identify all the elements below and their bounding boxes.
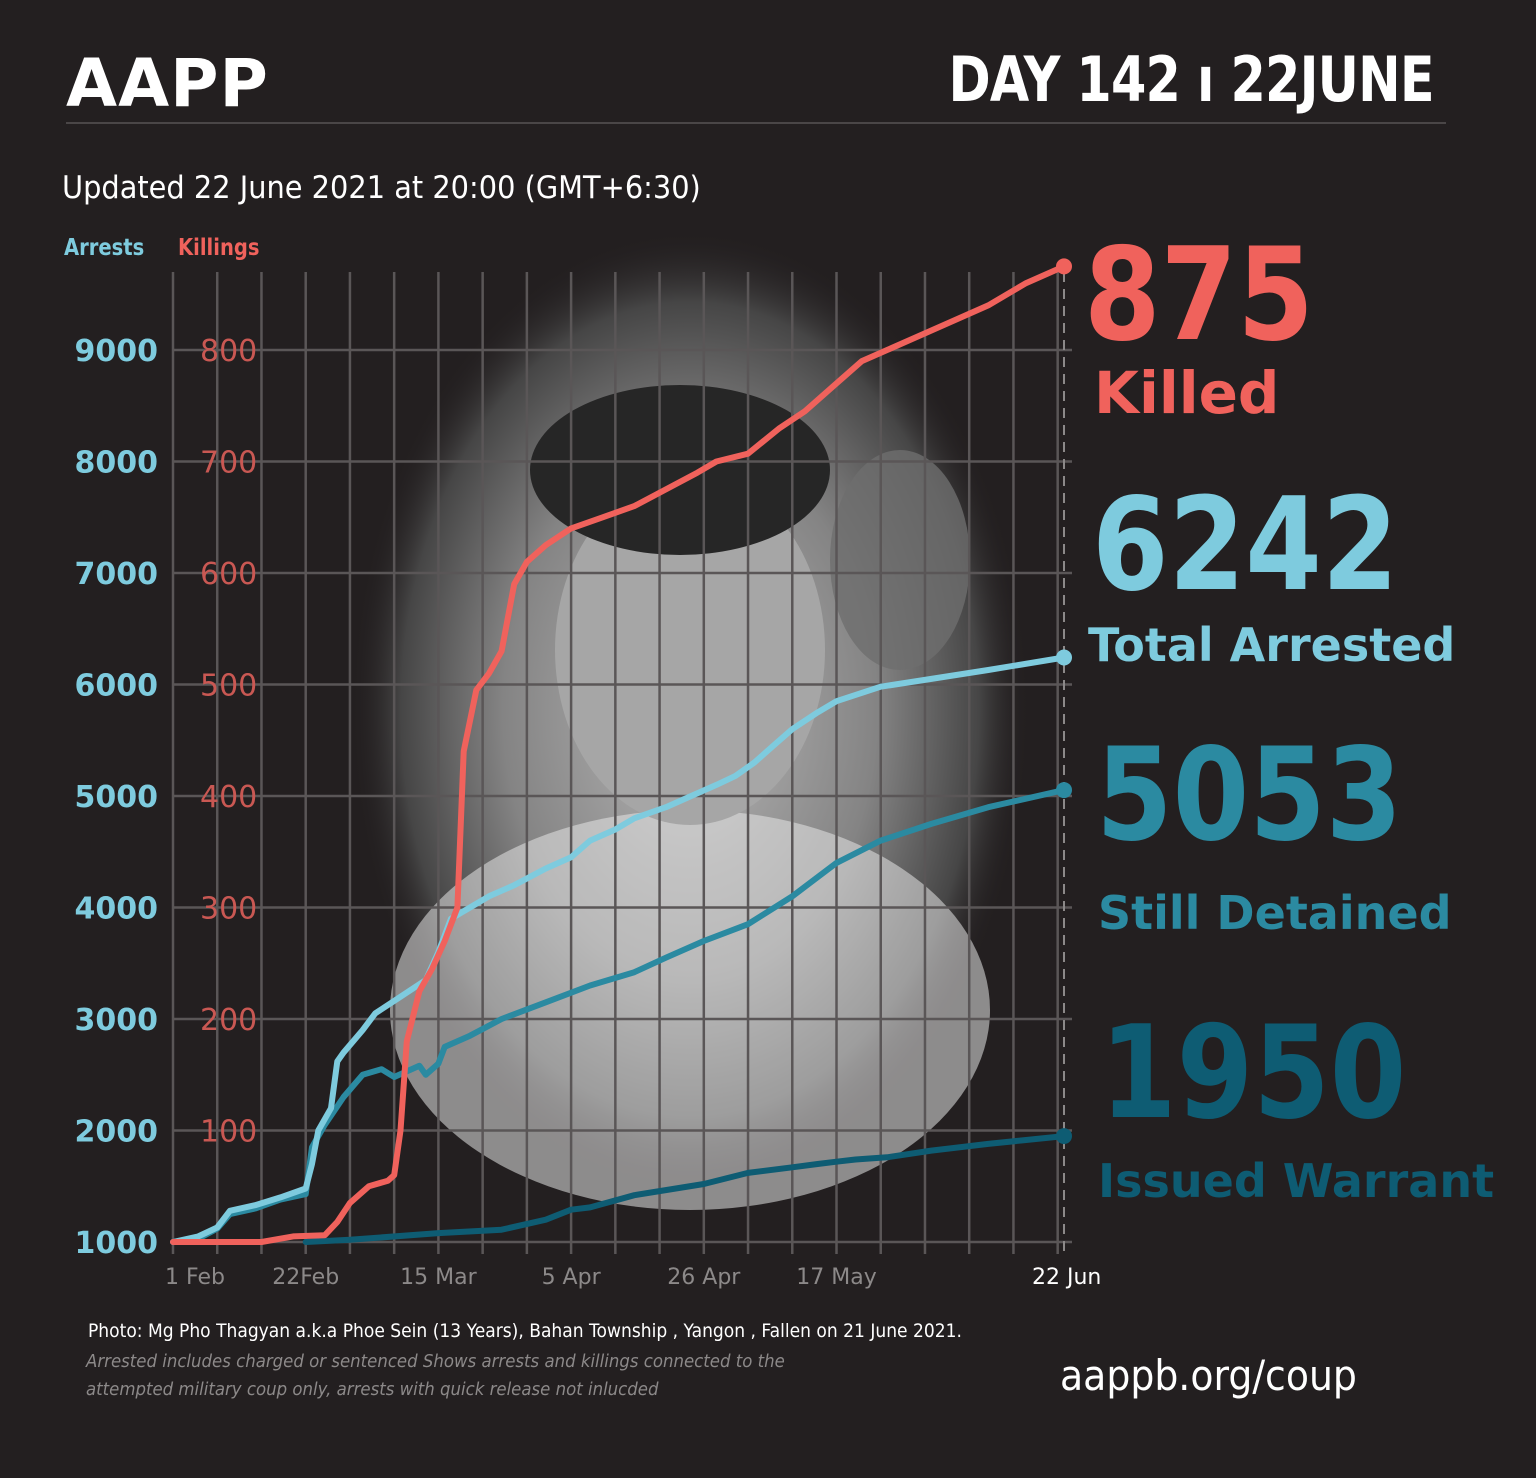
photo-face — [555, 475, 825, 825]
arrests-tick-label: 9000 — [75, 334, 159, 369]
photo-credit: Photo: Mg Pho Thagyan a.k.a Phoe Sein (1… — [88, 1320, 962, 1342]
killings-tick-label: 100 — [200, 1115, 257, 1150]
killings-tick-label: 700 — [200, 446, 257, 481]
killed-label: Killed — [1094, 359, 1280, 427]
killings-tick-label: 500 — [200, 669, 257, 704]
killings-tick-label: 300 — [200, 892, 257, 927]
series-endpoint-killed — [1056, 258, 1072, 275]
x-tick-label: 22 Jun — [1032, 1265, 1101, 1290]
updated-timestamp: Updated 22 June 2021 at 20:00 (GMT+6:30) — [62, 170, 701, 206]
series-line-issued-warrant — [302, 1133, 1067, 1245]
chart-ticks: 1000 2000 3000 4000 5000 6000 7000 8000 9000 100 2… — [75, 334, 1102, 1290]
header-divider — [66, 122, 1446, 124]
arrests-tick-label: 1000 — [75, 1226, 159, 1261]
series-endpoint-issued-warrant — [1056, 1128, 1072, 1145]
x-tick-label: 1 Feb — [165, 1265, 225, 1290]
series-endpoint-still-detained — [1056, 782, 1072, 799]
series-line-killed — [170, 263, 1067, 1245]
killings-tick-label: 800 — [200, 334, 257, 369]
memorial-photo — [350, 230, 1030, 1210]
x-tick-label: 5 Apr — [542, 1265, 602, 1290]
x-tick-label: 22Feb — [272, 1265, 339, 1290]
detained-label: Still Detained — [1098, 886, 1452, 940]
brand-logo: AAPP — [66, 45, 269, 122]
killings-tick-label: 600 — [200, 557, 257, 592]
photo-bg-person — [830, 450, 970, 670]
killings-tick-label: 400 — [200, 780, 257, 815]
photo-shirt — [390, 810, 990, 1210]
killings-axis-label: Killings — [178, 235, 260, 261]
x-tick-label: 26 Apr — [667, 1265, 741, 1290]
arrests-tick-label: 6000 — [75, 669, 159, 704]
arrests-axis-label: Arrests — [64, 235, 145, 261]
arrests-tick-label: 7000 — [75, 557, 159, 592]
series-line-total-arrested — [170, 654, 1067, 1245]
warrant-label: Issued Warrant — [1098, 1154, 1495, 1208]
day-counter: DAY 142 ı 22JUNE — [948, 43, 1435, 116]
arrested-label: Total Arrested — [1088, 618, 1456, 672]
killed-count: 875 — [1084, 221, 1314, 370]
arrests-tick-label: 8000 — [75, 446, 159, 481]
detained-count: 5053 — [1096, 721, 1403, 870]
arrests-tick-label: 5000 — [75, 780, 159, 815]
arrests-tick-label: 2000 — [75, 1115, 159, 1150]
warrant-count: 1950 — [1100, 999, 1407, 1148]
arrests-tick-label: 3000 — [75, 1003, 159, 1038]
killings-tick-label: 200 — [200, 1003, 257, 1038]
footnote: Arrested includes charged or sentenced S… — [86, 1351, 785, 1400]
x-tick-label: 17 May — [796, 1265, 876, 1290]
arrested-count: 6242 — [1092, 471, 1399, 620]
website-link[interactable]: aappb.org/coup — [1060, 1351, 1357, 1400]
series-endpoint-total-arrested — [1056, 649, 1072, 666]
arrests-tick-label: 4000 — [75, 892, 159, 927]
photo-hair — [530, 385, 830, 555]
x-tick-label: 15 Mar — [400, 1265, 477, 1290]
chart-series — [170, 258, 1072, 1245]
